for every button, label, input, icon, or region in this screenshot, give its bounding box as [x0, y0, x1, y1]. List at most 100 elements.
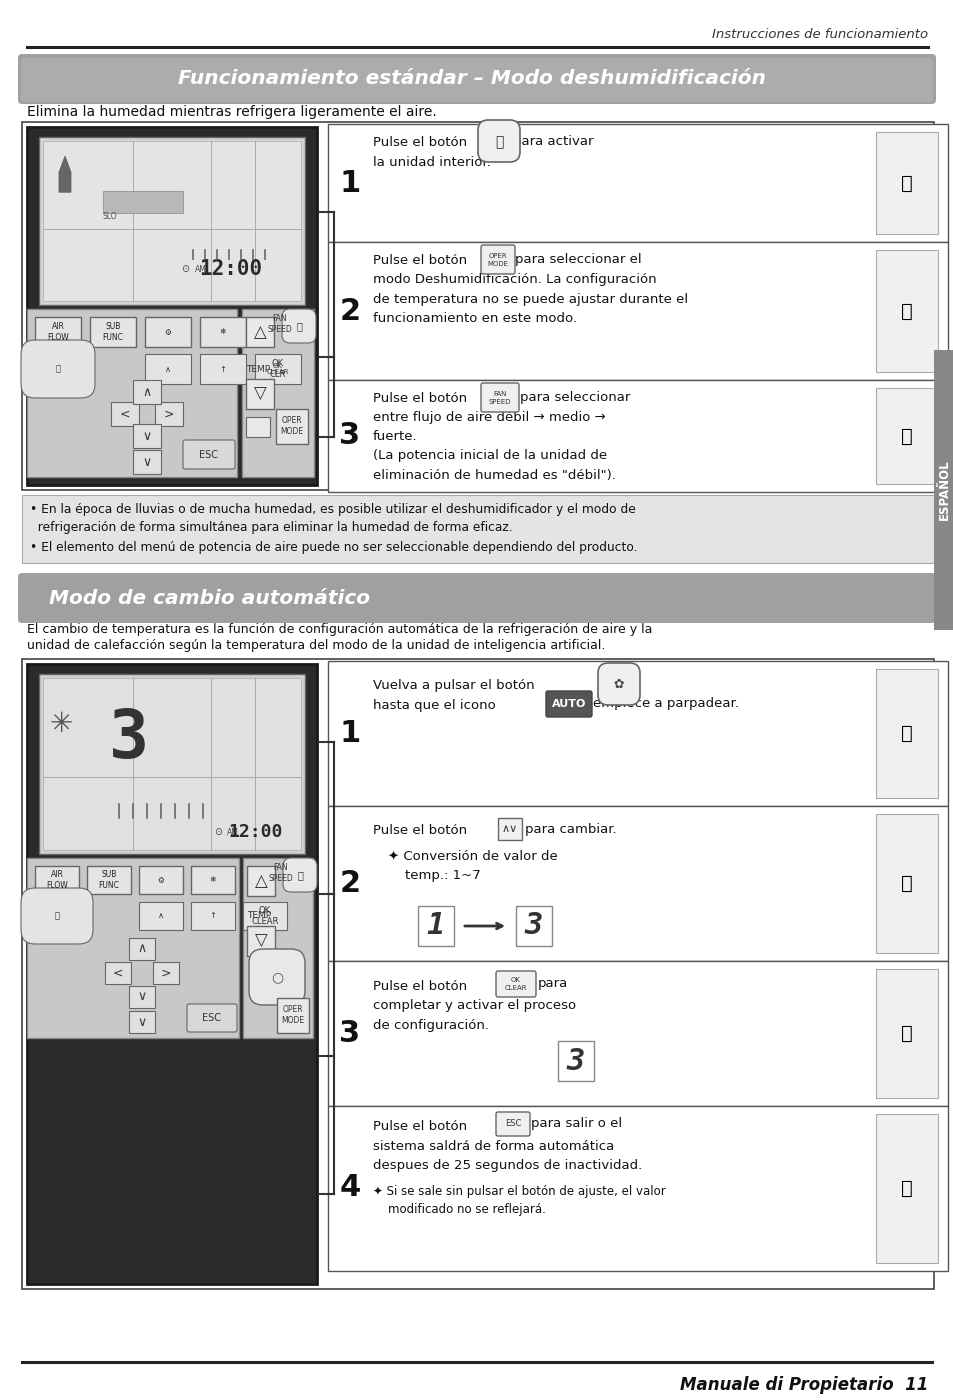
Text: AM: AM [226, 827, 238, 837]
Bar [328, 806, 947, 960]
Text: AM: AM [194, 265, 207, 273]
Bar [105, 962, 131, 984]
FancyBboxPatch shape [183, 440, 234, 469]
Text: (La potencia inicial de la unidad de: (La potencia inicial de la unidad de [373, 449, 606, 462]
Text: ⚙: ⚙ [157, 875, 164, 885]
Text: ▽: ▽ [253, 385, 266, 403]
Text: FAN
SPEED: FAN SPEED [269, 864, 294, 883]
Text: temp.: 1~7: temp.: 1~7 [388, 869, 480, 882]
Bar [27, 664, 316, 1284]
Bar [43, 141, 301, 301]
Bar [22, 659, 933, 1289]
Text: OK
CLEAR: OK CLEAR [251, 906, 278, 925]
Text: 👆: 👆 [901, 1179, 912, 1197]
Text: ∧∨: ∧∨ [501, 825, 517, 834]
Text: FAN
SPEED: FAN SPEED [268, 314, 292, 333]
Bar [558, 1042, 594, 1081]
Text: ESC: ESC [199, 449, 218, 461]
Bar [27, 858, 239, 1037]
Text: para: para [537, 977, 568, 991]
Text: △: △ [253, 323, 266, 342]
Text: Manuale di Propietario  11: Manuale di Propietario 11 [679, 1376, 927, 1394]
Text: 👆: 👆 [901, 724, 912, 742]
FancyBboxPatch shape [21, 340, 95, 398]
Bar [243, 858, 313, 1037]
Bar [154, 402, 183, 426]
Text: funcionamiento en este modo.: funcionamiento en este modo. [373, 312, 577, 325]
Text: AIR
FLOW: AIR FLOW [46, 871, 68, 890]
FancyBboxPatch shape [21, 57, 932, 102]
Text: △: △ [254, 872, 267, 890]
Bar [254, 354, 301, 384]
Text: OK
CLEAR: OK CLEAR [267, 363, 289, 375]
Text: ⊙: ⊙ [214, 827, 222, 837]
Text: <: < [112, 966, 123, 980]
Bar [145, 354, 191, 384]
Text: Vuelva a pulsar el botón: Vuelva a pulsar el botón [373, 679, 534, 693]
Bar [111, 402, 139, 426]
Bar [328, 242, 947, 379]
Text: 3: 3 [524, 911, 542, 941]
FancyBboxPatch shape [545, 692, 592, 717]
Bar [22, 496, 933, 563]
Text: TEMP: TEMP [246, 364, 270, 374]
Text: modo Deshumidificación. La configuración: modo Deshumidificación. La configuración [373, 273, 656, 287]
Text: SUB
FUNC: SUB FUNC [103, 322, 123, 342]
Text: ESPAÑOL: ESPAÑOL [937, 459, 949, 521]
Bar [129, 1011, 154, 1033]
Text: sistema saldrá de forma automática: sistema saldrá de forma automática [373, 1140, 614, 1152]
Text: de configuración.: de configuración. [373, 1019, 489, 1033]
Text: ▽: ▽ [254, 932, 267, 951]
Text: ✳: ✳ [50, 710, 72, 738]
Text: ∨: ∨ [142, 455, 152, 469]
Bar [328, 960, 947, 1106]
Bar [129, 986, 154, 1008]
Text: para seleccionar: para seleccionar [519, 392, 630, 405]
Bar [875, 251, 937, 372]
Text: • En la época de lluvias o de mucha humedad, es posible utilizar el deshumidific: • En la época de lluvias o de mucha hume… [30, 503, 635, 515]
FancyBboxPatch shape [282, 309, 315, 343]
Text: 3: 3 [566, 1047, 584, 1075]
FancyBboxPatch shape [249, 949, 305, 1005]
Text: >: > [161, 966, 172, 980]
Text: Pulse el botón: Pulse el botón [373, 980, 467, 993]
Text: FAN
SPEED: FAN SPEED [488, 392, 511, 405]
Bar [132, 424, 161, 448]
Bar [139, 902, 183, 930]
Bar [275, 409, 308, 444]
Text: OPER
MODE: OPER MODE [281, 1005, 304, 1025]
Text: la unidad interior.: la unidad interior. [373, 155, 490, 168]
Text: Elimina la humedad mientras refrigera ligeramente el aire.: Elimina la humedad mientras refrigera li… [27, 105, 436, 119]
Bar [200, 316, 246, 347]
Bar [39, 673, 305, 854]
Text: Pulse el botón: Pulse el botón [373, 253, 467, 266]
Text: ↑: ↑ [219, 364, 226, 374]
Text: El cambio de temperatura es la función de configuración automática de la refrige: El cambio de temperatura es la función d… [27, 623, 652, 636]
Bar [27, 309, 236, 477]
Bar [103, 190, 183, 213]
Text: para seleccionar el: para seleccionar el [515, 253, 641, 266]
Text: Pulse el botón: Pulse el botón [373, 825, 467, 837]
Text: empiece a parpadear.: empiece a parpadear. [593, 697, 739, 711]
Bar [875, 813, 937, 953]
Text: 3: 3 [109, 706, 149, 771]
Bar [132, 449, 161, 475]
Text: Pulse el botón: Pulse el botón [373, 136, 467, 148]
Text: ❄: ❄ [219, 328, 226, 336]
Text: OPER
MODE: OPER MODE [280, 416, 303, 435]
FancyBboxPatch shape [480, 245, 515, 274]
Text: 2: 2 [339, 297, 360, 326]
Text: ⏰: ⏰ [54, 911, 59, 921]
FancyBboxPatch shape [283, 858, 316, 892]
Text: entre flujo de aire débil → medio →: entre flujo de aire débil → medio → [373, 412, 605, 424]
Text: ∧: ∧ [165, 364, 171, 374]
Text: modificado no se reflejará.: modificado no se reflejará. [373, 1203, 545, 1215]
Text: AIR
FLOW: AIR FLOW [47, 322, 69, 342]
Text: 4: 4 [339, 1173, 360, 1203]
Text: Pulse el botón: Pulse el botón [373, 392, 467, 405]
FancyBboxPatch shape [187, 1004, 236, 1032]
Text: >: > [164, 407, 174, 420]
Text: ✦ Si se sale sin pulsar el botón de ajuste, el valor: ✦ Si se sale sin pulsar el botón de ajus… [373, 1184, 665, 1197]
Bar [875, 969, 937, 1098]
Text: Funcionamiento estándar – Modo deshumidificación: Funcionamiento estándar – Modo deshumidi… [178, 70, 765, 88]
